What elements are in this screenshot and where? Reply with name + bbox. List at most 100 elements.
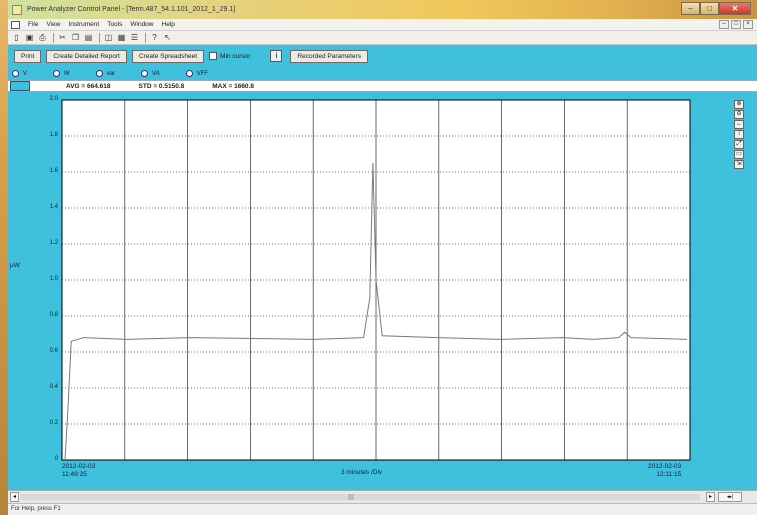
- menu-window[interactable]: Window: [130, 21, 154, 28]
- stats-bar: AVG = 664.618 STD = 0.5150.8 MAX = 1660.…: [8, 80, 757, 92]
- x-scale-label: 3 minutes /Div: [341, 469, 383, 476]
- print-button[interactable]: Print: [14, 49, 42, 63]
- y-axis-label: μW: [10, 262, 20, 269]
- zoom-vertical-icon[interactable]: ↕: [734, 130, 744, 139]
- channel-option[interactable]: VFF: [185, 70, 208, 77]
- chart-icon[interactable]: ◫: [104, 33, 113, 42]
- menu-instrument[interactable]: Instrument: [68, 21, 100, 28]
- maximize-button[interactable]: □: [700, 2, 719, 15]
- table-icon[interactable]: ▦: [117, 33, 126, 42]
- toolbar-separator: [53, 32, 54, 43]
- y-tick-label: 1.2: [49, 240, 58, 246]
- min-cursor-checkbox[interactable]: [209, 52, 218, 60]
- create-spreadsheet-button[interactable]: Create Spreadsheet: [131, 49, 205, 63]
- menu-view[interactable]: View: [46, 21, 61, 28]
- zoom-in-icon[interactable]: ⊕: [734, 100, 744, 109]
- chart-tools: ⊕ ⊖ ↔ ↕ ⤢ ▭ ⇲: [734, 100, 744, 169]
- minimize-button[interactable]: –: [681, 2, 700, 15]
- zoom-horizontal-icon[interactable]: ↔: [734, 120, 744, 129]
- radio-icon[interactable]: [12, 70, 19, 77]
- copy-icon[interactable]: ❐: [71, 33, 80, 42]
- doc-restore-button[interactable]: □: [731, 20, 741, 29]
- action-bar: Print Create Detailed Report Create Spre…: [8, 45, 757, 67]
- help-icon[interactable]: ?: [152, 33, 157, 42]
- scroll-thumb[interactable]: [348, 494, 354, 500]
- min-cursor-label: Min cursor: [220, 52, 251, 60]
- info-icon[interactable]: i: [270, 50, 283, 62]
- scroll-zoom-buttons[interactable]: ◂▸|: [718, 492, 742, 502]
- radio-icon[interactable]: [185, 70, 193, 77]
- y-tick-label: 0.8: [49, 312, 58, 318]
- doc-close-button[interactable]: ×: [743, 20, 753, 29]
- chart-grid: [62, 100, 690, 460]
- y-tick-label: 1.0: [49, 276, 58, 282]
- channel-option[interactable]: VA: [141, 70, 160, 77]
- channel-label: var: [106, 70, 116, 77]
- y-tick-label: 0: [54, 456, 58, 462]
- max-stat: MAX = 1660.8: [212, 82, 254, 90]
- signal-trace: [64, 162, 688, 461]
- window-title: Power Analyzer Control Panel - [Term.487…: [27, 6, 236, 13]
- menu-file[interactable]: File: [28, 21, 39, 28]
- horizontal-scrollbar[interactable]: ◂ ▸ ◂▸|: [8, 490, 757, 503]
- y-tick-label: 1.8: [49, 132, 58, 138]
- scroll-right-icon[interactable]: ▸: [706, 492, 715, 502]
- channel-label: V: [23, 70, 28, 77]
- context-help-icon[interactable]: ↖: [164, 33, 171, 42]
- x-end-label: 2012-02-03 12:11:15: [648, 463, 682, 478]
- plot-border: [61, 99, 691, 461]
- radio-icon[interactable]: [95, 70, 103, 77]
- create-detailed-report-button[interactable]: Create Detailed Report: [46, 49, 127, 63]
- settings-icon[interactable]: ☰: [130, 33, 139, 42]
- chart-area: 2.0 1.8 1.6 1.4 1.2 1.0 0.8 0.6 0.4 0.2 0 μW 2012-…: [8, 92, 757, 490]
- channel-option[interactable]: W: [53, 70, 70, 77]
- radio-icon[interactable]: [141, 70, 149, 77]
- y-tick-label: 0.6: [49, 348, 58, 354]
- paste-icon[interactable]: ▤: [84, 33, 93, 42]
- app-window: Power Analyzer Control Panel - [Term.487…: [8, 0, 757, 515]
- channel-label: W: [64, 70, 70, 77]
- fit-icon[interactable]: ⤢: [734, 140, 744, 149]
- y-tick-label: 1.6: [49, 168, 58, 174]
- channel-label: VA: [152, 70, 160, 77]
- title-bar[interactable]: Power Analyzer Control Panel - [Term.487…: [8, 0, 757, 19]
- channel-label: VFF: [196, 70, 208, 77]
- caption-buttons: – □ ✕: [681, 2, 751, 15]
- avg-stat: AVG = 664.618: [66, 82, 111, 90]
- radio-icon[interactable]: [53, 70, 61, 77]
- document-window-buttons: – □ ×: [719, 20, 753, 29]
- std-stat: STD = 0.5150.8: [138, 82, 185, 90]
- window-icon[interactable]: ▭: [734, 150, 744, 159]
- toolbar: ▯ ▣ ⎙ ✂ ❐ ▤ ◫ ▦ ☰ ? ↖: [8, 31, 757, 45]
- y-tick-label: 2.0: [49, 96, 58, 102]
- y-tick-label: 0.4: [49, 384, 58, 390]
- zoom-out-icon[interactable]: ⊖: [734, 110, 744, 119]
- y-tick-label: 0.2: [49, 420, 58, 426]
- app-icon[interactable]: [12, 4, 22, 15]
- save-icon[interactable]: ▣: [25, 33, 34, 42]
- y-tick-label: 1.4: [49, 204, 58, 210]
- x-start-label: 2012-02-03 11:49:25: [62, 463, 96, 478]
- expand-icon[interactable]: ⇲: [734, 160, 744, 169]
- channel-option[interactable]: V: [12, 70, 27, 77]
- toolbar-separator: [99, 32, 100, 43]
- recorded-parameters-button[interactable]: Recorded Parameters: [290, 49, 368, 63]
- new-icon[interactable]: ▯: [14, 33, 19, 42]
- scroll-left-icon[interactable]: ◂: [10, 492, 19, 502]
- cut-icon[interactable]: ✂: [59, 33, 66, 42]
- channel-selector: V W var VA VFF: [8, 67, 757, 80]
- doc-minimize-button[interactable]: –: [719, 20, 729, 29]
- menu-bar: File View Instrument Tools Window Help –…: [8, 19, 757, 31]
- toolbar-separator: [145, 32, 146, 43]
- document-icon[interactable]: [11, 20, 20, 29]
- print-icon[interactable]: ⎙: [39, 33, 46, 42]
- background-window-edge: [0, 0, 8, 515]
- channel-option[interactable]: var: [95, 70, 116, 77]
- menu-help[interactable]: Help: [161, 21, 175, 28]
- chart-canvas[interactable]: [8, 92, 757, 490]
- menu-tools[interactable]: Tools: [107, 21, 123, 28]
- close-button[interactable]: ✕: [719, 2, 751, 15]
- scroll-track[interactable]: [20, 494, 700, 500]
- status-bar: For Help, press F1: [8, 503, 757, 515]
- stats-handle[interactable]: [10, 81, 30, 91]
